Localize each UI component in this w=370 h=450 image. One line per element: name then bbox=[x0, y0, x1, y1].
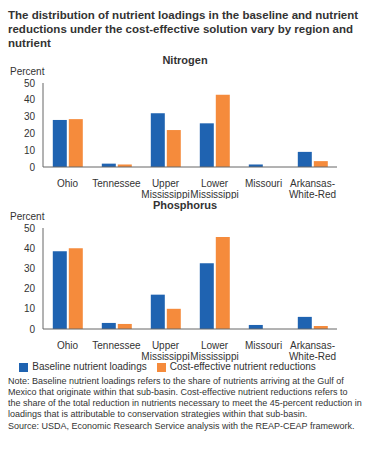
html-text:The distribution of nutrient l: The distribution of nutrient loadings in… bbox=[8, 9, 359, 49]
svg-text:40: 40 bbox=[24, 94, 36, 105]
svg-text:Missouri: Missouri bbox=[245, 340, 282, 351]
html-text:Source: USDA, Economic Researc: Source: USDA, Economic Research Service … bbox=[8, 421, 355, 431]
svg-text:Ohio: Ohio bbox=[57, 340, 79, 351]
svg-text:UpperMississippi: UpperMississippi bbox=[141, 340, 189, 362]
svg-text:Tennessee: Tennessee bbox=[92, 340, 141, 351]
html-text:Note: Baseline nutrient loadin: Note: Baseline nutrient loadings refers … bbox=[8, 376, 362, 419]
svg-text:10: 10 bbox=[24, 303, 36, 314]
svg-text:Ohio: Ohio bbox=[57, 178, 79, 189]
html-text:Baseline nutrient loadings: Baseline nutrient loadings bbox=[32, 361, 147, 372]
svg-text:UpperMississippi: UpperMississippi bbox=[141, 178, 189, 199]
svg-text:Missouri: Missouri bbox=[245, 178, 282, 189]
svg-text:0: 0 bbox=[29, 162, 35, 173]
html-text:Cost-effective nutrient reduct: Cost-effective nutrient reductions bbox=[169, 361, 316, 372]
svg-text:Arkansas-White-Red: Arkansas-White-Red bbox=[289, 178, 336, 199]
html-text:Phosphorus: Phosphorus bbox=[152, 199, 218, 211]
svg-text:40: 40 bbox=[24, 243, 36, 254]
svg-text:30: 30 bbox=[24, 263, 36, 274]
svg-text:Arkansas-White-Red: Arkansas-White-Red bbox=[289, 340, 336, 362]
svg-text:30: 30 bbox=[24, 111, 36, 122]
html-text:Percent: Percent bbox=[10, 211, 45, 222]
svg-text:20: 20 bbox=[24, 128, 36, 139]
svg-text:50: 50 bbox=[24, 78, 36, 89]
html-text:Percent: Percent bbox=[10, 66, 45, 77]
svg-text:50: 50 bbox=[24, 223, 36, 234]
svg-text:10: 10 bbox=[24, 145, 36, 156]
html-text:Nitrogen: Nitrogen bbox=[162, 54, 208, 66]
svg-text:0: 0 bbox=[29, 324, 35, 335]
svg-text:LowerMississippi: LowerMississippi bbox=[190, 178, 238, 199]
svg-text:20: 20 bbox=[24, 283, 36, 294]
svg-text:LowerMississippi: LowerMississippi bbox=[190, 340, 238, 362]
svg-text:Tennessee: Tennessee bbox=[92, 178, 141, 189]
